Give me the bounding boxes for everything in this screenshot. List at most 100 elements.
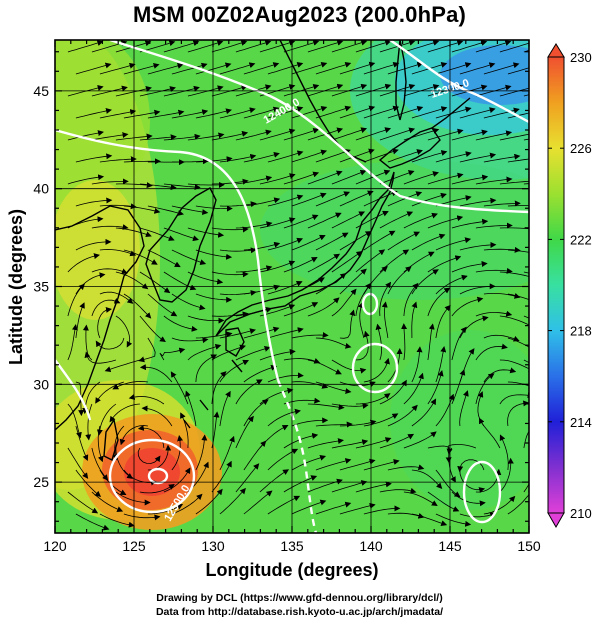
streamline	[435, 151, 472, 163]
streamline	[219, 153, 257, 163]
streamline	[307, 359, 342, 375]
streamline	[403, 372, 424, 405]
x-axis-label: Longitude (degrees)	[205, 560, 378, 580]
x-tick-label: 145	[438, 538, 462, 554]
streamline	[523, 483, 529, 493]
streamline	[483, 153, 521, 163]
streamline	[411, 513, 448, 527]
streamline	[507, 400, 529, 427]
streamline	[163, 85, 200, 97]
streamline	[363, 505, 401, 515]
streamline	[185, 390, 197, 427]
streamline	[315, 61, 352, 75]
streamline	[483, 62, 520, 75]
streamline	[267, 327, 304, 339]
streamline	[403, 491, 438, 507]
streamline	[128, 394, 165, 405]
streamline	[459, 62, 496, 75]
y-tick-label: 35	[33, 279, 49, 295]
streamline	[139, 364, 173, 383]
streamline	[291, 61, 328, 75]
streamline	[291, 192, 327, 207]
streamline	[147, 109, 185, 119]
streamline	[507, 249, 529, 253]
streamline	[483, 367, 517, 383]
streamline	[499, 457, 514, 493]
streamline	[499, 227, 529, 230]
colorbar-tick-label: 214	[570, 415, 592, 430]
streamline	[75, 197, 113, 207]
streamline	[259, 348, 296, 361]
streamline	[435, 393, 455, 427]
streamline	[291, 234, 326, 251]
streamline	[67, 283, 85, 317]
streamline	[91, 298, 121, 317]
streamline	[307, 403, 345, 411]
streamline	[243, 106, 280, 119]
streamline	[267, 237, 304, 251]
streamline	[195, 108, 232, 119]
streamline	[75, 238, 112, 251]
streamline	[171, 205, 209, 216]
streamline	[315, 232, 349, 251]
streamline	[171, 249, 207, 266]
streamline	[307, 438, 344, 449]
streamline	[307, 297, 340, 317]
streamline	[363, 459, 400, 471]
streamline	[91, 85, 128, 97]
streamline	[235, 463, 260, 493]
streamline	[283, 358, 321, 364]
streamline	[427, 287, 451, 317]
streamline	[219, 201, 257, 208]
streamline	[427, 128, 464, 141]
streamline	[331, 439, 369, 449]
streamline	[459, 197, 497, 207]
streamline	[427, 255, 462, 273]
taiwan-coast	[103, 418, 119, 461]
streamline	[379, 127, 416, 141]
streamline	[211, 460, 232, 493]
streamline	[291, 105, 328, 119]
streamline	[147, 205, 184, 216]
streamline	[403, 212, 438, 229]
japan-hokkaido-coast	[378, 127, 441, 169]
x-tick-label: 135	[280, 538, 304, 554]
streamline	[459, 512, 497, 518]
streamline	[211, 311, 249, 318]
streamline	[137, 447, 161, 464]
streamline	[315, 458, 352, 471]
streamline	[475, 373, 495, 405]
streamline	[339, 105, 376, 119]
streamline	[139, 183, 177, 191]
streamline	[283, 40, 320, 53]
x-tick-label: 120	[43, 538, 67, 554]
y-tick-label: 40	[33, 181, 49, 197]
streamline	[163, 467, 191, 493]
streamline	[115, 447, 134, 479]
streamline	[97, 306, 112, 339]
streamline	[339, 61, 376, 75]
streamline	[91, 224, 129, 230]
streamline	[451, 218, 489, 229]
streamline	[91, 447, 109, 481]
streamline	[195, 156, 233, 163]
streamline	[267, 194, 304, 207]
streamline	[115, 86, 152, 97]
streamline	[96, 403, 117, 436]
contour-low-140-32	[351, 342, 399, 394]
streamline	[315, 105, 352, 119]
streamline	[307, 253, 341, 273]
streamline	[267, 150, 304, 163]
streamline	[171, 435, 184, 471]
streamline	[99, 109, 137, 119]
streamline	[115, 271, 149, 290]
streamline	[435, 304, 451, 339]
streamline	[147, 249, 181, 268]
streamline	[307, 170, 343, 185]
streamline	[291, 149, 328, 163]
contour-12400	[109, 40, 529, 214]
streamline	[479, 417, 501, 449]
contour-12500-b	[276, 379, 318, 533]
streamline	[99, 291, 134, 304]
streamline	[235, 346, 271, 361]
